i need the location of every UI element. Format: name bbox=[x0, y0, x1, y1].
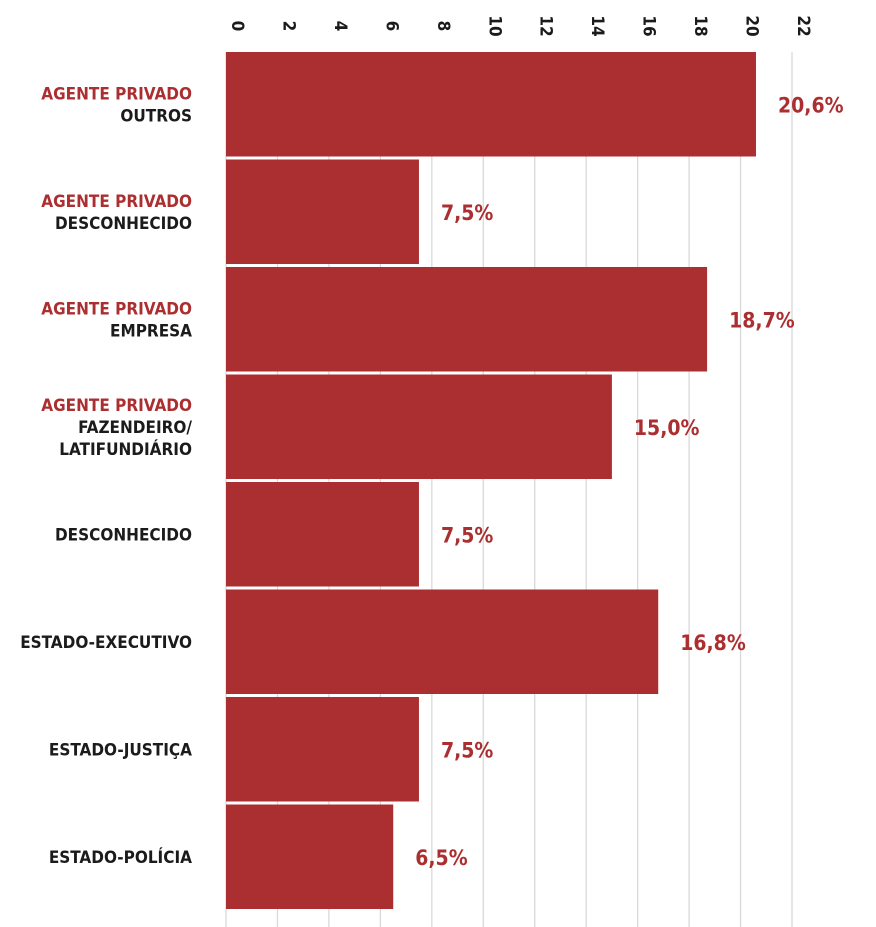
value-label: 16,8% bbox=[680, 631, 746, 655]
value-label: 18,7% bbox=[729, 308, 795, 332]
bar bbox=[226, 482, 419, 587]
bar bbox=[226, 374, 612, 479]
category-label: LATIFUNDIÁRIO bbox=[59, 438, 192, 460]
category-prefix: AGENTE PRIVADO bbox=[41, 84, 192, 104]
bar bbox=[226, 804, 394, 909]
x-tick-label: 0 bbox=[227, 21, 247, 32]
x-tick-label: 2 bbox=[278, 21, 298, 32]
value-label: 6,5% bbox=[415, 846, 467, 870]
x-tick-label: 6 bbox=[381, 21, 401, 32]
category-label: EMPRESA bbox=[110, 321, 192, 341]
category-label: DESCONHECIDO bbox=[55, 525, 192, 545]
value-label: 15,0% bbox=[634, 416, 700, 440]
value-labels: 20,6% 7,5% 18,7% 15,0% 7,5% 16,8% 7,5% 6,5% bbox=[415, 93, 843, 870]
x-tick-label: 20 bbox=[742, 15, 762, 36]
bar bbox=[226, 589, 659, 694]
x-tick-label: 4 bbox=[330, 21, 350, 32]
x-tick-label: 14 bbox=[587, 15, 607, 36]
bar bbox=[226, 697, 419, 802]
bar bbox=[226, 159, 419, 264]
category-label: OUTROS bbox=[120, 106, 192, 126]
value-label: 7,5% bbox=[441, 201, 493, 225]
x-tick-label: 10 bbox=[484, 15, 504, 36]
x-tick-label: 12 bbox=[536, 15, 556, 36]
category-label: ESTADO-JUSTIÇA bbox=[49, 740, 192, 760]
category-label: DESCONHECIDO bbox=[55, 214, 192, 234]
category-prefix: AGENTE PRIVADO bbox=[41, 299, 192, 319]
category-label: ESTADO-POLÍCIA bbox=[49, 846, 192, 868]
x-axis-ticks: 0 2 4 6 8 10 12 14 16 18 20 22 bbox=[227, 15, 813, 36]
x-tick-label: 8 bbox=[433, 21, 453, 32]
x-tick-label: 16 bbox=[639, 15, 659, 36]
category-prefix: AGENTE PRIVADO bbox=[41, 396, 192, 416]
value-label: 20,6% bbox=[778, 93, 844, 117]
category-prefix: AGENTE PRIVADO bbox=[41, 192, 192, 212]
x-tick-label: 18 bbox=[690, 15, 710, 36]
x-tick-label: 22 bbox=[793, 15, 813, 36]
bars bbox=[226, 52, 756, 909]
bar bbox=[226, 52, 756, 157]
bar bbox=[226, 267, 708, 372]
category-label: ESTADO-EXECUTIVO bbox=[20, 633, 192, 653]
value-label: 7,5% bbox=[441, 738, 493, 762]
value-label: 7,5% bbox=[441, 523, 493, 547]
category-label: FAZENDEIRO/ bbox=[78, 418, 192, 438]
